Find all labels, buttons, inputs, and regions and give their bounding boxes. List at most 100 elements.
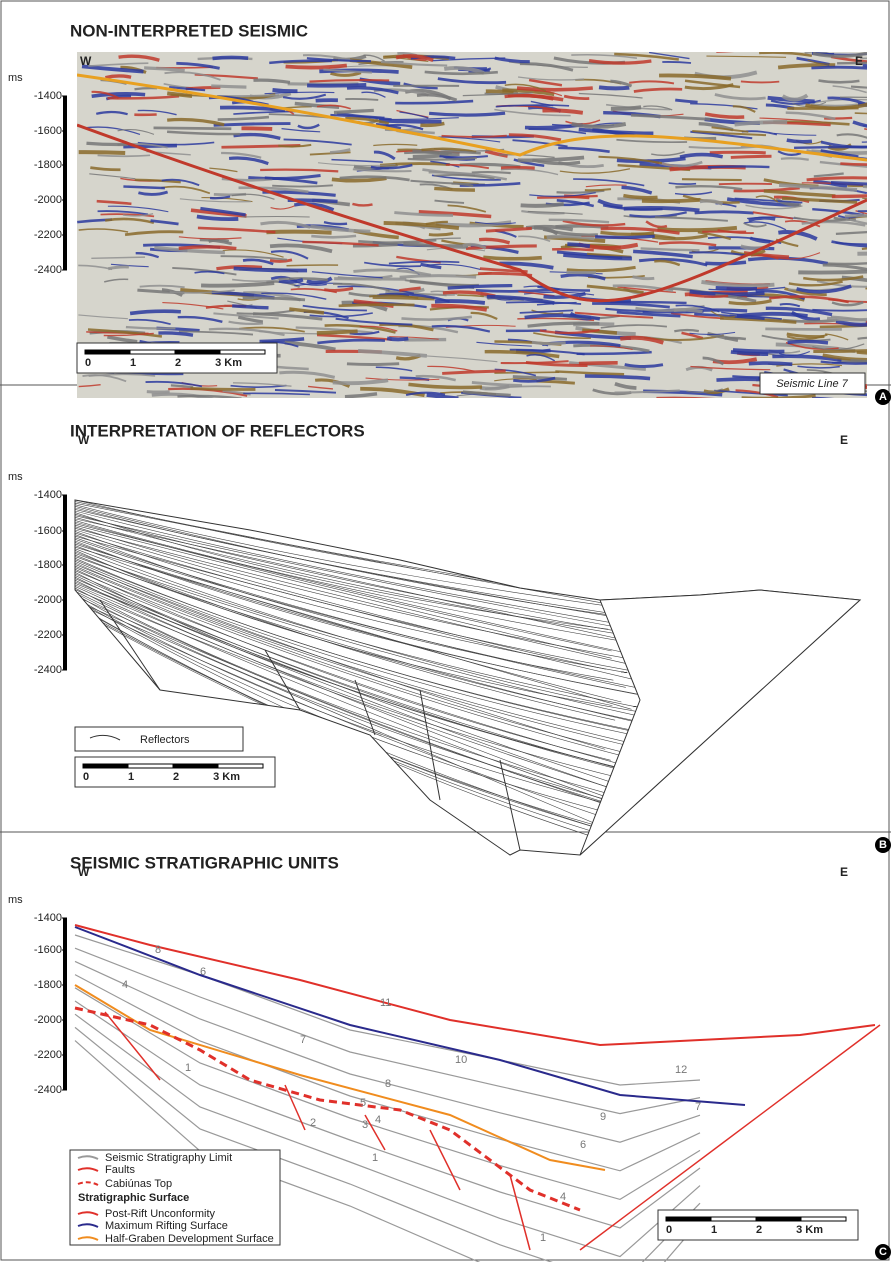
seismic-reflector [484,149,508,158]
seismic-reflector [81,64,144,74]
seismic-reflector [476,341,532,347]
seismic-reflector [86,141,129,147]
seismic-reflector [221,177,273,182]
reflector [75,590,635,812]
seismic-reflector [518,235,551,243]
seismic-reflector [260,168,339,173]
seismic-reflector [502,88,555,97]
seismic-reflector [307,385,333,390]
scale-seg [800,1216,847,1222]
seismic-reflector [407,157,477,161]
seismic-reflector [854,112,867,115]
seismic-reflector [404,279,479,286]
seismic-reflector [104,74,132,80]
unit-label: ms [8,894,23,906]
seismic-reflector [734,120,788,127]
seismic-reflector [641,198,701,204]
seismic-reflector [610,105,642,111]
panel-badge [875,837,891,853]
scale-seg [174,349,221,355]
seismic-reflector [704,112,745,119]
seismic-reflector [358,238,437,244]
seismic-reflector [279,370,336,379]
seismic-reflector [600,324,668,329]
seismic-reflector [375,366,413,372]
seismic-reflector [428,111,506,117]
seismic-reflector [145,380,203,388]
scale-box [76,342,278,374]
legend-sym [77,1223,99,1228]
seismic-reflector [778,183,858,192]
seismic-reflector [512,375,568,381]
basement-mark: ~ [738,738,744,750]
horizon [74,1013,701,1258]
scale-seg [710,1216,757,1222]
seismic-reflector [831,194,867,199]
seismic-reflector [270,250,309,260]
depth-tick-label: -1400 [34,489,62,501]
seismic-reflector [558,146,610,153]
seismic-reflector [651,151,685,157]
caption-box [759,372,866,395]
horizon [104,1011,161,1081]
seismic-reflector [97,154,151,158]
seismic-reflector [238,326,305,333]
seismic-reflector [201,197,253,203]
seismic-reflector [527,321,600,328]
seismic-reflector [675,184,743,191]
seismic-reflector [508,133,562,142]
seismic-reflector [654,259,681,267]
seismic-reflector [702,356,725,366]
seismic-reflector [675,98,698,104]
seismic-reflector [164,71,221,81]
seismic-reflector [294,101,340,110]
seismic-reflector [317,338,386,345]
seismic-reflector [638,257,708,267]
seismic-reflector [405,391,446,397]
strong-reflector [77,123,867,303]
basement-mark: ~ [727,723,733,735]
seismic-reflector [825,333,849,341]
seismic-reflector [689,289,765,297]
seismic-reflector [316,329,358,335]
reflector [75,501,636,604]
seismic-reflector [103,332,154,337]
seismic-reflector [715,286,758,291]
seismic-reflector [426,355,498,363]
seismic-reflector [797,365,840,369]
seismic-reflector [434,186,475,192]
seismic-reflector [345,98,379,101]
seismic-reflector [399,286,421,292]
seismic-reflector [427,365,475,372]
seismic-reflector [803,275,864,282]
seismic-reflector [373,143,418,147]
seismic-reflector [707,165,770,169]
seismic-reflector [784,219,821,228]
legend-label: Reflectors [140,734,190,746]
seismic-reflector [621,185,653,195]
depth-tick-label: -2400 [34,264,62,276]
seismic-reflector [230,384,287,389]
seismic-reflector [674,328,700,333]
seismic-reflector [484,385,551,390]
seismic-reflector [412,149,449,156]
panel-letter: A [879,391,887,403]
seismic-reflector [238,186,309,194]
east-label: E [855,54,863,68]
seismic-reflector [595,234,655,240]
seismic-reflector [117,128,155,135]
seismic-reflector [494,56,530,64]
depth-tick-label: -2200 [34,229,62,241]
seismic-reflector [855,210,867,215]
seismic-reflector [281,128,321,133]
reflector [75,505,607,615]
seismic-reflector [88,62,149,67]
seismic-reflector [373,150,396,161]
seismic-reflector [430,160,460,168]
seismic-reflector [674,191,713,196]
seismic-reflector [465,244,537,250]
seismic-reflector [781,196,858,204]
depth-tick-label: -2200 [34,629,62,641]
seismic-reflector [633,249,693,259]
